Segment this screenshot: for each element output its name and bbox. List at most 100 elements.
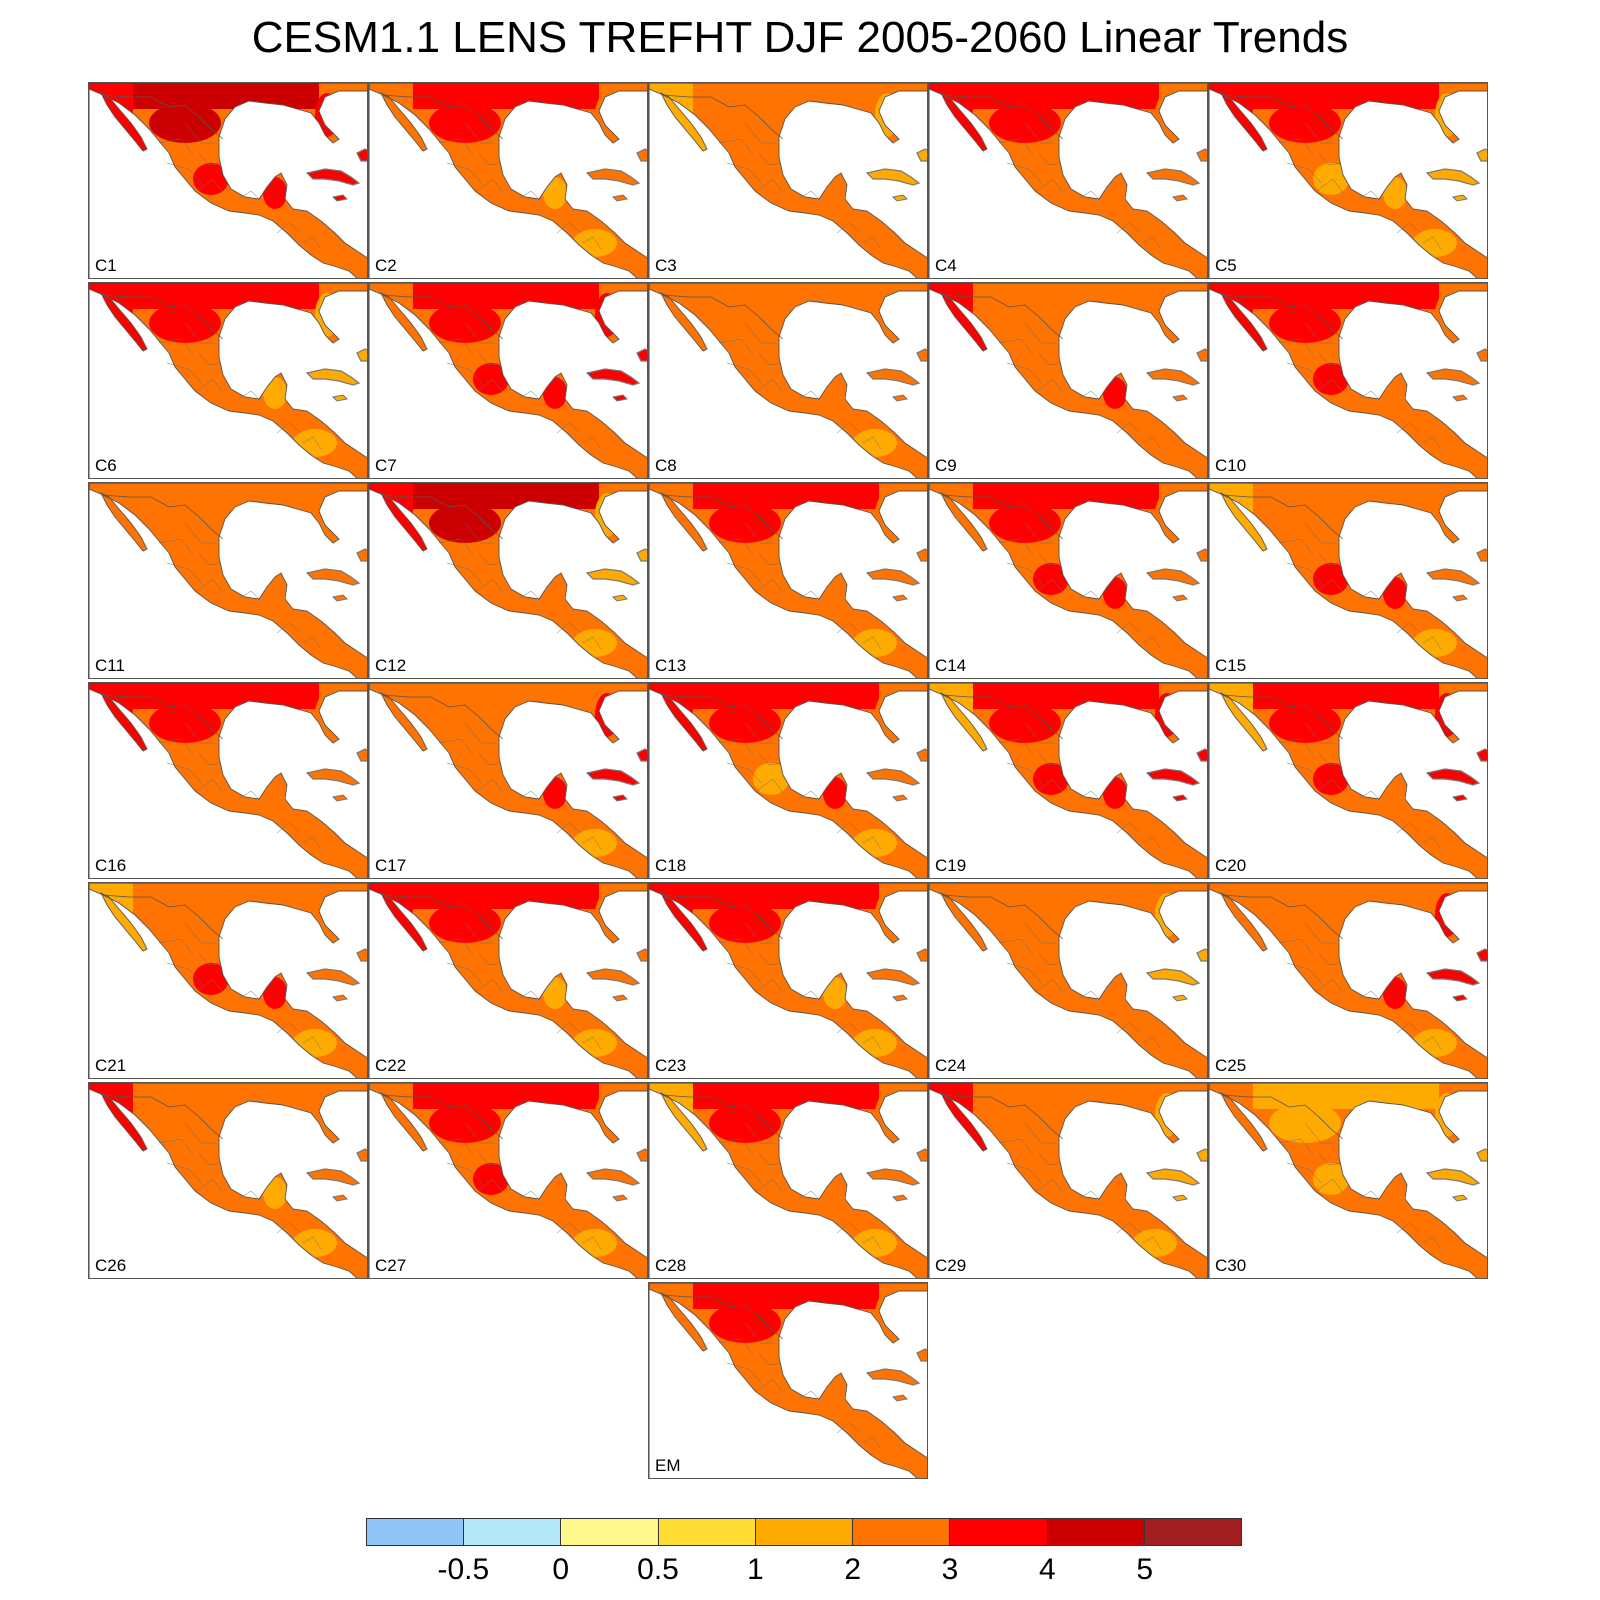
state-border — [862, 236, 882, 250]
state-border — [196, 378, 224, 394]
cuba — [1425, 368, 1481, 386]
cuba — [865, 168, 921, 186]
region-yucatan — [1103, 777, 1127, 809]
state-border — [184, 922, 215, 944]
hispaniola — [1196, 148, 1207, 162]
baja-coastline — [659, 1291, 708, 1352]
region-north — [969, 683, 1159, 709]
region-florida — [315, 493, 339, 537]
panel-label: C3 — [655, 256, 677, 275]
state-border — [198, 152, 222, 166]
coastline — [369, 83, 647, 278]
state-border — [1316, 578, 1344, 594]
map-panel-c12: C12 — [368, 482, 648, 679]
colorbar — [366, 1518, 1242, 1546]
state-border — [1318, 752, 1342, 766]
region-central-america — [853, 229, 897, 257]
region-north — [1249, 83, 1439, 109]
state-border — [1024, 922, 1055, 944]
region-central-america — [1413, 229, 1457, 257]
country-border — [382, 694, 504, 740]
map-panel-c6: C6 — [88, 282, 368, 479]
state-border — [198, 352, 222, 366]
state-border — [1038, 752, 1062, 766]
state-border — [836, 1422, 862, 1434]
region-yucatan — [1383, 777, 1407, 809]
coastline — [649, 483, 927, 678]
state-border — [1142, 436, 1162, 450]
state-border — [1278, 1138, 1314, 1156]
region-central-america — [1133, 229, 1177, 257]
region-north — [409, 883, 599, 909]
region-yucatan — [823, 1377, 847, 1409]
map-panel-c26: C26 — [88, 1082, 368, 1279]
region-yucatan — [1383, 377, 1407, 409]
map-panel-c4: C4 — [928, 82, 1208, 279]
jamaica — [891, 1194, 909, 1202]
panel-label: C8 — [655, 456, 677, 475]
coastline — [929, 483, 1207, 678]
map-panel-c2: C2 — [368, 82, 648, 279]
state-border — [1142, 236, 1162, 250]
baja-coastline — [379, 691, 428, 752]
state-border — [998, 338, 1034, 356]
baja-coastline — [659, 491, 708, 552]
region-florida — [595, 693, 619, 737]
region-central-america — [1413, 629, 1457, 657]
state-border — [1142, 1036, 1162, 1050]
cuba — [585, 168, 641, 186]
state-border — [1396, 622, 1422, 634]
panel-label: C1 — [95, 256, 117, 275]
country-border — [662, 694, 784, 740]
country-border — [1222, 94, 1344, 140]
country-border — [382, 494, 504, 540]
state-border — [756, 1378, 784, 1394]
jamaica — [611, 794, 629, 802]
trend-regions — [369, 883, 619, 1057]
state-border — [1142, 836, 1162, 850]
state-border — [1278, 138, 1314, 156]
state-border — [756, 1178, 784, 1194]
map-canvas — [649, 683, 927, 878]
state-border — [438, 1138, 474, 1156]
region-florida — [875, 1093, 899, 1137]
state-border — [198, 1152, 222, 1166]
state-border — [718, 938, 754, 956]
region-florida — [875, 693, 899, 737]
baja-coastline — [379, 291, 428, 352]
baja-coastline — [659, 291, 708, 352]
hispaniola — [356, 148, 367, 162]
region-yucatan — [263, 377, 287, 409]
state-border — [1316, 778, 1344, 794]
state-border — [476, 178, 504, 194]
state-border — [718, 538, 754, 556]
coastline — [1209, 683, 1487, 878]
map-canvas — [1209, 883, 1487, 1078]
state-border — [1318, 352, 1342, 366]
map-canvas — [369, 283, 647, 478]
region-yucatan — [543, 377, 567, 409]
cuba — [305, 1168, 361, 1186]
map-panel-c8: C8 — [648, 282, 928, 479]
region-florida — [1155, 893, 1179, 937]
state-border — [196, 978, 224, 994]
country-border — [1222, 694, 1344, 740]
map-canvas — [89, 83, 367, 278]
colorbar-tick-label: 0 — [552, 1553, 569, 1586]
state-border — [438, 938, 474, 956]
cuba — [1145, 1168, 1201, 1186]
region-central-america — [853, 1029, 897, 1057]
hispaniola — [636, 548, 647, 562]
cuba — [1145, 168, 1201, 186]
state-border — [476, 578, 504, 594]
state-border — [438, 338, 474, 356]
region-yucatan — [263, 177, 287, 209]
map-canvas — [1209, 483, 1487, 678]
state-border — [1396, 222, 1422, 234]
coastline — [369, 683, 647, 878]
colorbar-swatch — [658, 1519, 756, 1545]
state-border — [158, 138, 194, 156]
map-canvas — [649, 283, 927, 478]
region-central-america — [853, 429, 897, 457]
state-border — [758, 952, 782, 966]
